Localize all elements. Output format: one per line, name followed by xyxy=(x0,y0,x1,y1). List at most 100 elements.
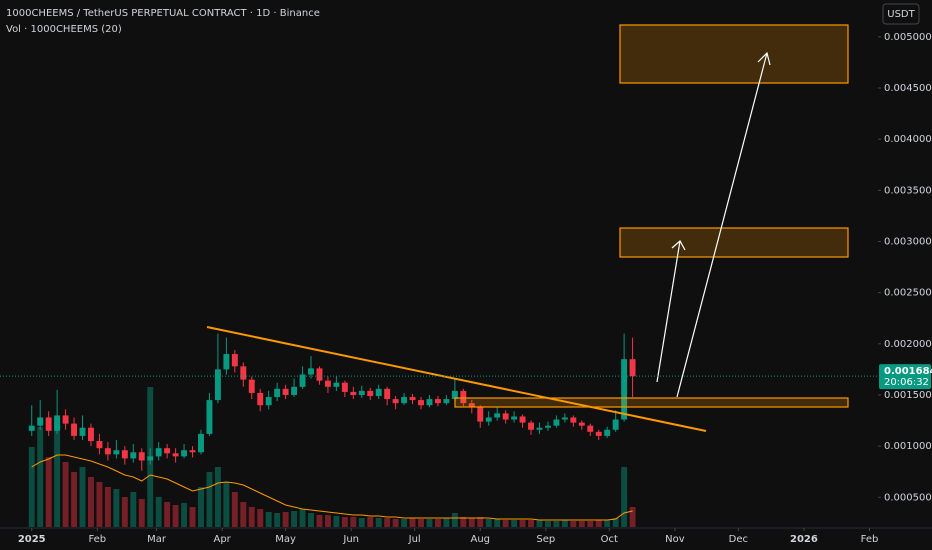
candle-body xyxy=(223,354,230,370)
arrow xyxy=(656,240,686,383)
volume-bar xyxy=(629,507,636,527)
volume-bar xyxy=(595,520,602,527)
volume-bar xyxy=(79,467,86,527)
candle-body xyxy=(392,399,399,404)
volume-bar xyxy=(257,509,264,527)
volume-bar xyxy=(561,520,568,527)
volume-bar xyxy=(350,517,357,527)
x-tick-label: Apr xyxy=(213,534,231,545)
candle-body xyxy=(468,403,475,408)
candle-body xyxy=(460,390,467,404)
volume-bar xyxy=(282,512,289,527)
candle-body xyxy=(358,390,365,395)
x-tick-label: May xyxy=(275,534,296,545)
volume-bar xyxy=(612,518,619,527)
volume-bar xyxy=(570,521,577,527)
volume-bar xyxy=(291,511,298,527)
arrow xyxy=(676,51,771,398)
candle-body xyxy=(477,407,484,422)
volume-bar xyxy=(324,515,331,527)
candle-body xyxy=(511,416,518,420)
support-zone xyxy=(454,397,849,408)
volume-bar xyxy=(367,517,374,527)
candle-body xyxy=(155,448,162,457)
candle-body xyxy=(434,399,441,404)
volume-bar xyxy=(426,519,433,527)
x-tick-label: 2025 xyxy=(18,534,46,545)
volume-bar xyxy=(477,517,484,527)
volume-bar xyxy=(604,520,611,527)
volume-bar xyxy=(104,487,111,527)
symbol-title: 1000CHEEMS / TetherUS PERPETUAL CONTRACT… xyxy=(6,8,320,19)
volume-bar xyxy=(358,518,365,527)
candle-body xyxy=(71,423,78,436)
x-tick-label: Nov xyxy=(665,534,685,545)
volume-bar xyxy=(578,521,585,527)
volume-bar xyxy=(172,505,179,527)
volume-bar xyxy=(155,497,162,527)
candle-body xyxy=(257,392,264,406)
candle-body xyxy=(248,379,255,393)
candle-body xyxy=(561,417,568,420)
x-tick-label: Mar xyxy=(147,534,167,545)
target-zone xyxy=(619,227,849,258)
candle-body xyxy=(104,448,111,455)
candle-body xyxy=(54,415,61,431)
volume-bar xyxy=(418,519,424,527)
volume-bar xyxy=(198,487,204,527)
candle-body xyxy=(138,452,145,461)
volume-bar xyxy=(409,518,416,527)
candle-body xyxy=(265,397,272,406)
candle-body xyxy=(494,413,501,418)
volume-bar xyxy=(113,489,120,527)
candle-body xyxy=(443,399,450,404)
volume-bar xyxy=(375,518,382,527)
candle-body xyxy=(62,415,69,424)
candle-body xyxy=(502,413,509,420)
currency-button[interactable] xyxy=(882,3,920,25)
candle-body xyxy=(553,419,560,426)
volume-bar xyxy=(62,462,69,527)
x-tick-label: Jul xyxy=(408,534,421,545)
volume-bar xyxy=(248,507,255,527)
volume-bar xyxy=(206,472,213,527)
candle-body xyxy=(206,400,213,434)
volume-bar xyxy=(587,521,594,527)
candle-body xyxy=(274,388,281,398)
x-tick-label: Sep xyxy=(536,534,555,545)
candle-body xyxy=(570,417,577,423)
candle-body xyxy=(324,380,331,387)
x-tick-label: Dec xyxy=(729,534,748,545)
candle-body xyxy=(578,422,585,426)
candle-body xyxy=(308,368,314,375)
candle-body xyxy=(113,450,120,455)
volume-bar xyxy=(130,492,137,527)
volume-bar xyxy=(333,516,340,527)
volume-bar xyxy=(37,427,44,527)
x-tick-label: 2026 xyxy=(790,534,818,545)
x-tick-label: Jun xyxy=(342,534,359,545)
volume-bar xyxy=(54,417,61,527)
candle-body xyxy=(375,388,382,396)
volume-bar xyxy=(392,519,399,527)
candles xyxy=(28,333,636,471)
candle-body xyxy=(88,427,94,442)
volume-bar xyxy=(460,517,467,527)
currency-label[interactable]: USDT xyxy=(887,9,915,20)
volume-bar xyxy=(544,521,551,527)
volume-bar xyxy=(451,513,458,527)
volume-bar xyxy=(316,515,323,527)
candle-body xyxy=(544,425,551,428)
candle-body xyxy=(418,400,424,406)
candle-body xyxy=(612,419,619,430)
x-tick-label: Feb xyxy=(88,534,106,545)
volume-bar xyxy=(164,502,171,527)
candle-body xyxy=(214,369,221,401)
candle-body xyxy=(79,427,86,436)
volume-bar xyxy=(274,513,281,527)
